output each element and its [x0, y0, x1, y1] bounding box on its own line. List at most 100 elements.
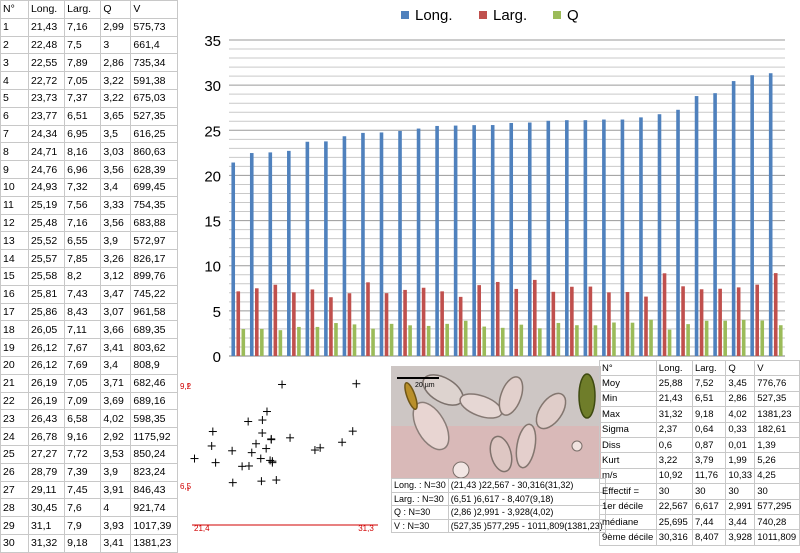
legend-label: Long.	[415, 7, 453, 24]
table-row: 9 24,76 6,96 3,56 628,39	[0, 160, 178, 179]
stats-cell: 1,99	[725, 452, 756, 469]
table-cell: 7,5	[64, 35, 102, 55]
table-cell: 20	[0, 355, 29, 375]
bar-long	[509, 122, 514, 357]
bar-larg	[273, 284, 278, 356]
scatter-point	[228, 446, 237, 455]
scatter-point	[268, 457, 277, 466]
stats-cell: 3,22	[655, 452, 693, 469]
table-cell: 7,56	[64, 195, 102, 215]
table-cell: 6	[0, 106, 29, 126]
bar-long	[490, 125, 495, 357]
y-tick-label: 25	[204, 123, 221, 140]
scatter-point	[338, 438, 347, 447]
bar-long	[287, 150, 291, 356]
bar-long	[435, 125, 439, 357]
table-cell: 7,09	[64, 391, 102, 411]
bar-long	[379, 132, 384, 356]
table-cell: 27,27	[27, 444, 66, 464]
scatter-point	[258, 429, 267, 437]
table-row: 19 26,12 7,67 3,41 803,62	[0, 338, 178, 357]
table-cell: 1017,39	[130, 516, 178, 535]
scatter-point	[286, 433, 295, 442]
stats-cell: 2,991	[725, 498, 756, 515]
summary-cell: (6,51 )6,617 - 8,407(9,18)	[447, 491, 606, 506]
table-cell: 7,85	[64, 249, 102, 268]
table-cell: 29,11	[27, 480, 66, 500]
y-tick-label: 0	[213, 349, 221, 362]
table-cell: 754,35	[130, 195, 178, 215]
table-cell: 3,03	[100, 142, 132, 162]
table-cell: 527,35	[130, 106, 178, 126]
microscope-photo: 20 µm	[391, 366, 601, 478]
table-cell: 575,73	[130, 17, 178, 37]
bar-larg	[699, 289, 704, 356]
scatter-point	[262, 444, 271, 453]
table-cell: 3,4	[100, 355, 132, 375]
summary-cell: (527,35 )577,295 - 1011,809(1381,23)	[447, 518, 606, 533]
stats-cell: 6,617	[691, 498, 727, 515]
spore-micrograph: 20 µm	[391, 366, 601, 478]
stats-cell: 30	[655, 483, 693, 500]
stats-cell: 3,79	[691, 452, 727, 469]
bar-larg	[255, 288, 259, 356]
bar-long	[768, 73, 773, 356]
stats-cell: 7,44	[691, 513, 727, 531]
stats-cell: 11,76	[691, 467, 727, 485]
legend-swatch	[479, 11, 487, 19]
scale-bar-label: 20 µm	[415, 382, 435, 389]
table-cell: 22	[0, 391, 29, 411]
scatter-point	[278, 380, 287, 389]
table-cell: 675,03	[130, 88, 178, 108]
stats-cell: 0,33	[725, 421, 756, 438]
bar-q	[630, 322, 635, 356]
table-cell: 572,97	[130, 231, 178, 251]
table-cell: 7,39	[64, 462, 102, 482]
table-row: 5 23,73 7,37 3,22 675,03	[0, 88, 178, 108]
bar-long	[453, 125, 458, 357]
scatter-point	[244, 417, 253, 426]
table-cell: 3,5	[100, 124, 132, 144]
table-cell: 25	[0, 444, 29, 464]
stats-cell: 3,45	[725, 375, 756, 392]
table-cell: 3,66	[100, 320, 132, 340]
scatter-point	[238, 462, 247, 471]
table-cell: 13	[0, 231, 29, 251]
stats-cell: médiane	[599, 513, 657, 531]
table-cell: 860,63	[130, 142, 178, 162]
table-cell: 961,58	[130, 302, 178, 322]
table-cell: 2,92	[100, 427, 132, 446]
table-cell: 6,55	[64, 231, 102, 251]
scatter-plot: 9,2 6,5 21,4 31,3	[178, 365, 390, 533]
table-row: 6 23,77 6,51 3,65 527,35	[0, 106, 178, 126]
table-row: 13 25,52 6,55 3,9 572,97	[0, 231, 178, 251]
bar-q	[575, 325, 579, 356]
scatter-point	[244, 461, 253, 470]
table-row: 17 25,86 8,43 3,07 961,58	[0, 302, 178, 322]
table-cell: 8,16	[64, 142, 102, 162]
stats-cell: 0,01	[725, 436, 756, 454]
bar-long	[527, 122, 532, 356]
table-cell: 28	[0, 498, 29, 518]
bar-long	[472, 125, 476, 356]
table-cell: 683,88	[130, 213, 178, 233]
table-cell: 735,34	[130, 53, 178, 73]
table-row: 27 29,11 7,45 3,91 846,43	[0, 480, 178, 500]
summary-cell: (2,86 )2,991 - 3,928(4,02)	[447, 505, 606, 520]
table-cell: 7,16	[64, 213, 102, 233]
table-cell: 29	[0, 516, 29, 535]
stats-row: Diss 0,6 0,87 0,01 1,39	[599, 436, 800, 454]
table-cell: 661,4	[130, 35, 178, 55]
bar-q	[686, 324, 690, 356]
table-cell: 31,1	[27, 516, 66, 535]
table-cell: 23	[0, 409, 29, 429]
table-cell: 689,16	[130, 391, 178, 411]
bar-chart: 0 5 10 15 20 25 30 35 Long. Larg. Q	[181, 2, 800, 362]
table-row: 1 21,43 7,16 2,99 575,73	[0, 17, 178, 37]
stats-cell: 25,88	[655, 375, 693, 392]
stats-cell: 25,695	[655, 513, 693, 531]
table-cell: 899,76	[130, 266, 178, 286]
statistics-table: N° Long. Larg. Q V Moy 25,88 7,52 3,45 776,76 Min 2…	[599, 359, 800, 546]
table-cell: 3,56	[100, 160, 132, 179]
stats-row: Sigma 2,37 0,64 0,33 182,61	[599, 421, 800, 438]
